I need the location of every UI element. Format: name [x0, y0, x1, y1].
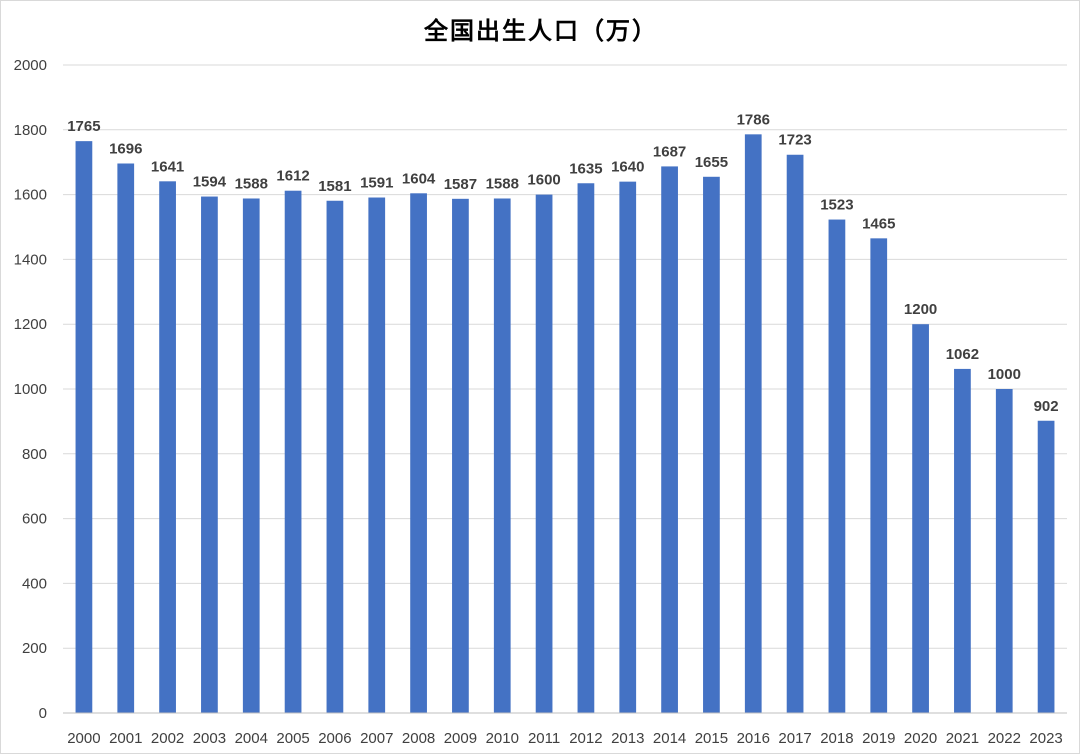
- y-tick-label: 2000: [14, 57, 47, 74]
- data-label: 1723: [778, 132, 811, 149]
- bar: [368, 197, 386, 714]
- x-tick-label: 2003: [193, 730, 226, 747]
- data-label: 1000: [988, 366, 1021, 383]
- data-label: 1696: [109, 140, 142, 157]
- x-tick-label: 2004: [235, 730, 268, 747]
- bar: [117, 163, 135, 714]
- bar: [703, 176, 720, 713]
- x-tick-label: 2018: [820, 730, 853, 747]
- data-label: 1588: [486, 175, 519, 192]
- x-tick-label: 2021: [946, 730, 979, 747]
- data-label: 1635: [569, 160, 602, 177]
- bar: [954, 368, 971, 713]
- x-tick-label: 2010: [486, 730, 519, 747]
- bar: [870, 238, 888, 713]
- y-tick-label: 400: [22, 575, 47, 592]
- data-label: 1062: [946, 346, 979, 363]
- y-tick-label: 1600: [14, 187, 47, 204]
- bar: [284, 190, 302, 713]
- bar: [744, 134, 762, 713]
- bar: [828, 219, 846, 713]
- x-tick-label: 2008: [402, 730, 435, 747]
- bar: [577, 183, 595, 713]
- x-tick-label: 2005: [276, 730, 309, 747]
- x-tick-label: 2011: [528, 730, 560, 747]
- x-tick-label: 2007: [360, 730, 393, 747]
- data-label: 1786: [737, 111, 770, 128]
- bar: [912, 324, 929, 713]
- x-tick-label: 2009: [444, 730, 477, 747]
- x-tick-label: 2019: [862, 730, 895, 747]
- bar: [326, 200, 344, 714]
- x-tick-label: 2006: [318, 730, 351, 747]
- y-tick-label: 200: [22, 640, 47, 657]
- y-tick-label: 1400: [14, 251, 47, 268]
- bar: [452, 198, 469, 713]
- bar: [159, 181, 176, 714]
- x-tick-label: 2012: [569, 730, 602, 747]
- y-tick-label: 600: [22, 511, 47, 528]
- data-label: 1465: [862, 215, 895, 232]
- bar: [995, 389, 1013, 713]
- x-tick-label: 2002: [151, 730, 184, 747]
- x-tick-label: 2014: [653, 730, 686, 747]
- y-tick-label: 0: [39, 705, 47, 722]
- chart-title: 全国出生人口（万）: [424, 17, 658, 45]
- data-label: 1587: [444, 176, 477, 193]
- data-label: 1765: [67, 118, 100, 135]
- data-label: 1612: [276, 168, 309, 185]
- data-label: 1641: [151, 158, 184, 175]
- bar: [201, 196, 218, 713]
- bar: [786, 154, 804, 714]
- y-tick-label: 1800: [14, 122, 47, 139]
- x-tick-label: 2001: [109, 730, 142, 747]
- data-label: 1687: [653, 143, 686, 160]
- y-tick-label: 1200: [14, 316, 47, 333]
- data-label: 1640: [611, 159, 644, 176]
- bar: [75, 141, 93, 713]
- x-tick-label: 2023: [1029, 730, 1062, 747]
- data-label: 1588: [235, 175, 268, 192]
- x-tick-label: 2022: [988, 730, 1021, 747]
- data-label: 1655: [695, 154, 728, 171]
- data-label: 1581: [318, 178, 351, 195]
- bar: [661, 166, 678, 714]
- bar: [1037, 420, 1055, 713]
- bar: [619, 181, 637, 713]
- x-tick-label: 2000: [67, 730, 100, 747]
- x-tick-label: 2013: [611, 730, 644, 747]
- data-label: 1604: [402, 170, 436, 187]
- y-tick-label: 800: [22, 446, 47, 463]
- x-tick-label: 2020: [904, 730, 937, 747]
- data-label: 1591: [360, 175, 393, 192]
- y-tick-label: 1000: [14, 381, 47, 398]
- data-label: 1523: [820, 197, 853, 214]
- x-tick-label: 2015: [695, 730, 728, 747]
- bar: [410, 193, 427, 713]
- data-label: 1600: [527, 172, 560, 189]
- bar: [535, 194, 553, 714]
- x-tick-label: 2016: [737, 730, 770, 747]
- data-label: 902: [1034, 398, 1059, 415]
- data-label: 1200: [904, 301, 937, 318]
- x-tick-label: 2017: [778, 730, 811, 747]
- bar: [493, 198, 511, 713]
- data-label: 1594: [193, 174, 227, 191]
- bar: [242, 198, 260, 713]
